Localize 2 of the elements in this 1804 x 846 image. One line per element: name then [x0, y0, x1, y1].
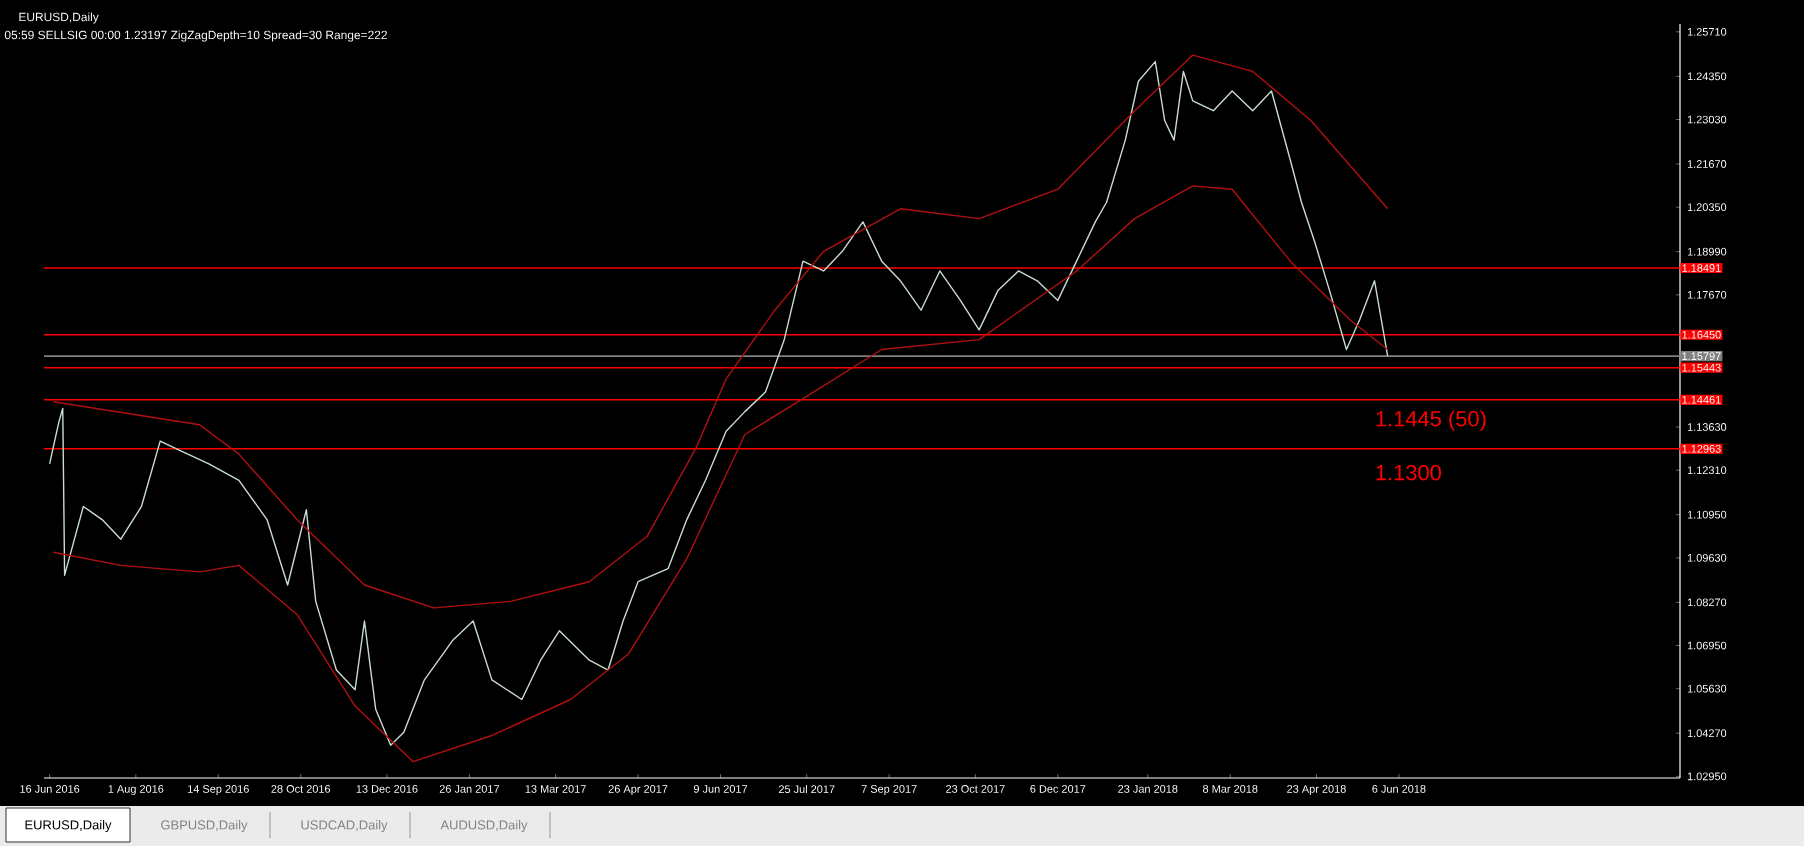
annotation: 1.1300	[1376, 464, 1441, 481]
annotation: 1.1445 (50)	[1376, 410, 1486, 431]
